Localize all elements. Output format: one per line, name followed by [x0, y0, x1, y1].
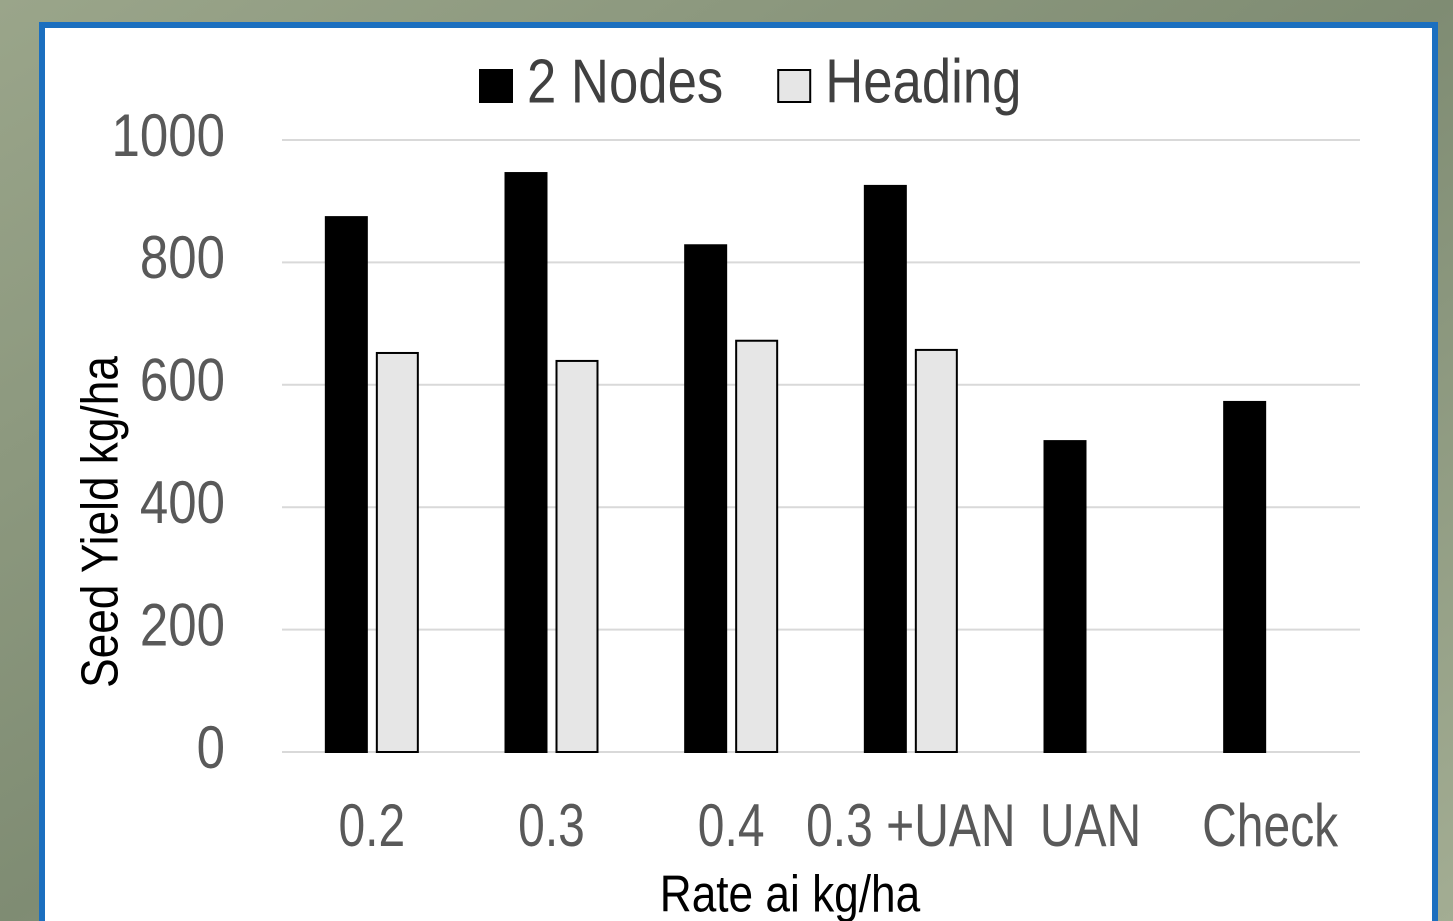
y-tick-label: 600 — [140, 347, 225, 414]
bar — [1043, 440, 1087, 753]
y-tick-label: 200 — [140, 592, 225, 659]
bar — [1223, 400, 1267, 753]
bar — [324, 216, 368, 753]
legend-label: 2 Nodes — [527, 47, 723, 116]
bar — [504, 172, 548, 754]
x-tick-label: UAN — [1040, 792, 1141, 859]
y-tick-label: 1000 — [112, 102, 225, 169]
y-axis-title: Seed Yield kg/ha — [71, 356, 129, 688]
bar — [684, 244, 728, 753]
y-tick-label: 400 — [140, 469, 225, 536]
x-axis-title: Rate ai kg/ha — [660, 865, 921, 921]
bar — [735, 339, 779, 753]
x-tick-label: 0.2 — [338, 792, 405, 859]
x-tick-label: Check — [1202, 792, 1339, 859]
y-tick-label: 0 — [197, 714, 225, 781]
bar — [375, 351, 419, 753]
legend-swatch — [479, 69, 513, 103]
bar — [914, 348, 958, 753]
legend-label: Heading — [825, 47, 1021, 116]
x-tick-label: 0.3 — [518, 792, 585, 859]
bar — [555, 359, 599, 753]
x-tick-label: 0.3 +UAN — [806, 792, 1015, 859]
legend-swatch — [777, 69, 812, 103]
y-tick-label: 800 — [140, 224, 225, 291]
bar — [863, 184, 907, 753]
x-tick-label: 0.4 — [698, 792, 765, 859]
